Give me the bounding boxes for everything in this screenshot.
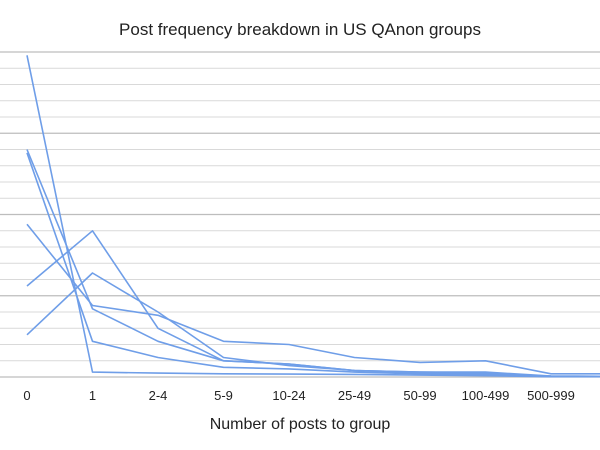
x-tick-label: 1	[89, 388, 96, 403]
x-tick-label: 0	[23, 388, 30, 403]
x-tick-label: 100-499	[462, 388, 510, 403]
x-tick-label: 5-9	[214, 388, 233, 403]
chart-title: Post frequency breakdown in US QAnon gro…	[119, 20, 481, 39]
x-tick-label: 50-99	[403, 388, 436, 403]
x-tick-label: 500-999	[527, 388, 575, 403]
x-tick-label: 25-49	[338, 388, 371, 403]
x-tick-label: 10-24	[272, 388, 305, 403]
x-axis-label: Number of posts to group	[210, 416, 391, 433]
x-tick-label: 2-4	[149, 388, 168, 403]
series-line-6	[26, 272, 600, 378]
series-line-2	[26, 152, 600, 378]
series-line-5	[26, 230, 600, 378]
gridlines	[0, 51, 600, 378]
series-lines	[26, 55, 600, 378]
series-line-4	[26, 223, 600, 375]
